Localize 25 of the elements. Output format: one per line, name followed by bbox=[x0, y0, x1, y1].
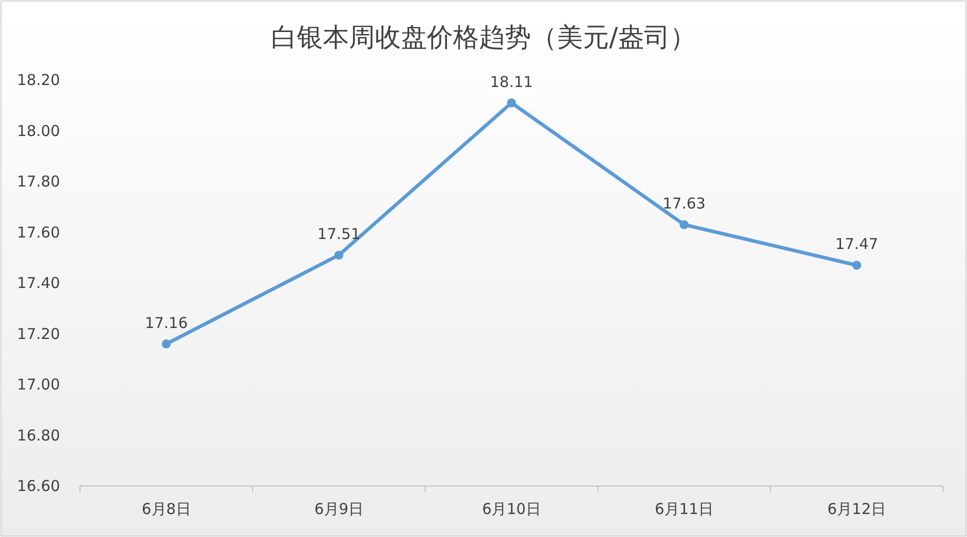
y-tick-label: 17.60 bbox=[17, 223, 60, 242]
point bbox=[162, 339, 171, 348]
chart-title: 白银本周收盘价格趋势（美元/盎司） bbox=[271, 23, 696, 53]
point bbox=[852, 260, 862, 270]
data-label: 17.63 bbox=[662, 194, 706, 213]
data-label: 17.16 bbox=[144, 314, 188, 332]
point bbox=[680, 220, 689, 230]
x-tick-label: 6月10日 bbox=[482, 500, 541, 518]
y-tick-label: 18.20 bbox=[17, 71, 60, 89]
data-label: 17.51 bbox=[317, 225, 360, 244]
x-tick-label: 6月8日 bbox=[142, 500, 191, 518]
y-tick-label: 16.60 bbox=[17, 477, 60, 495]
y-tick-label: 17.20 bbox=[17, 324, 60, 343]
data-label: 18.11 bbox=[490, 72, 533, 91]
x-tick-label: 6月11日 bbox=[654, 500, 714, 518]
y-tick-label: 17.00 bbox=[17, 376, 60, 394]
x-tick-label: 6月9日 bbox=[314, 500, 364, 518]
point bbox=[334, 250, 344, 260]
x-tick-label: 6月12日 bbox=[827, 500, 886, 518]
y-tick-label: 17.80 bbox=[17, 172, 60, 190]
y-tick-label: 16.80 bbox=[17, 426, 60, 444]
data-label: 17.47 bbox=[835, 235, 878, 254]
y-tick-label: 18.00 bbox=[17, 122, 60, 140]
y-tick-label: 17.40 bbox=[17, 274, 60, 292]
point bbox=[507, 98, 516, 108]
